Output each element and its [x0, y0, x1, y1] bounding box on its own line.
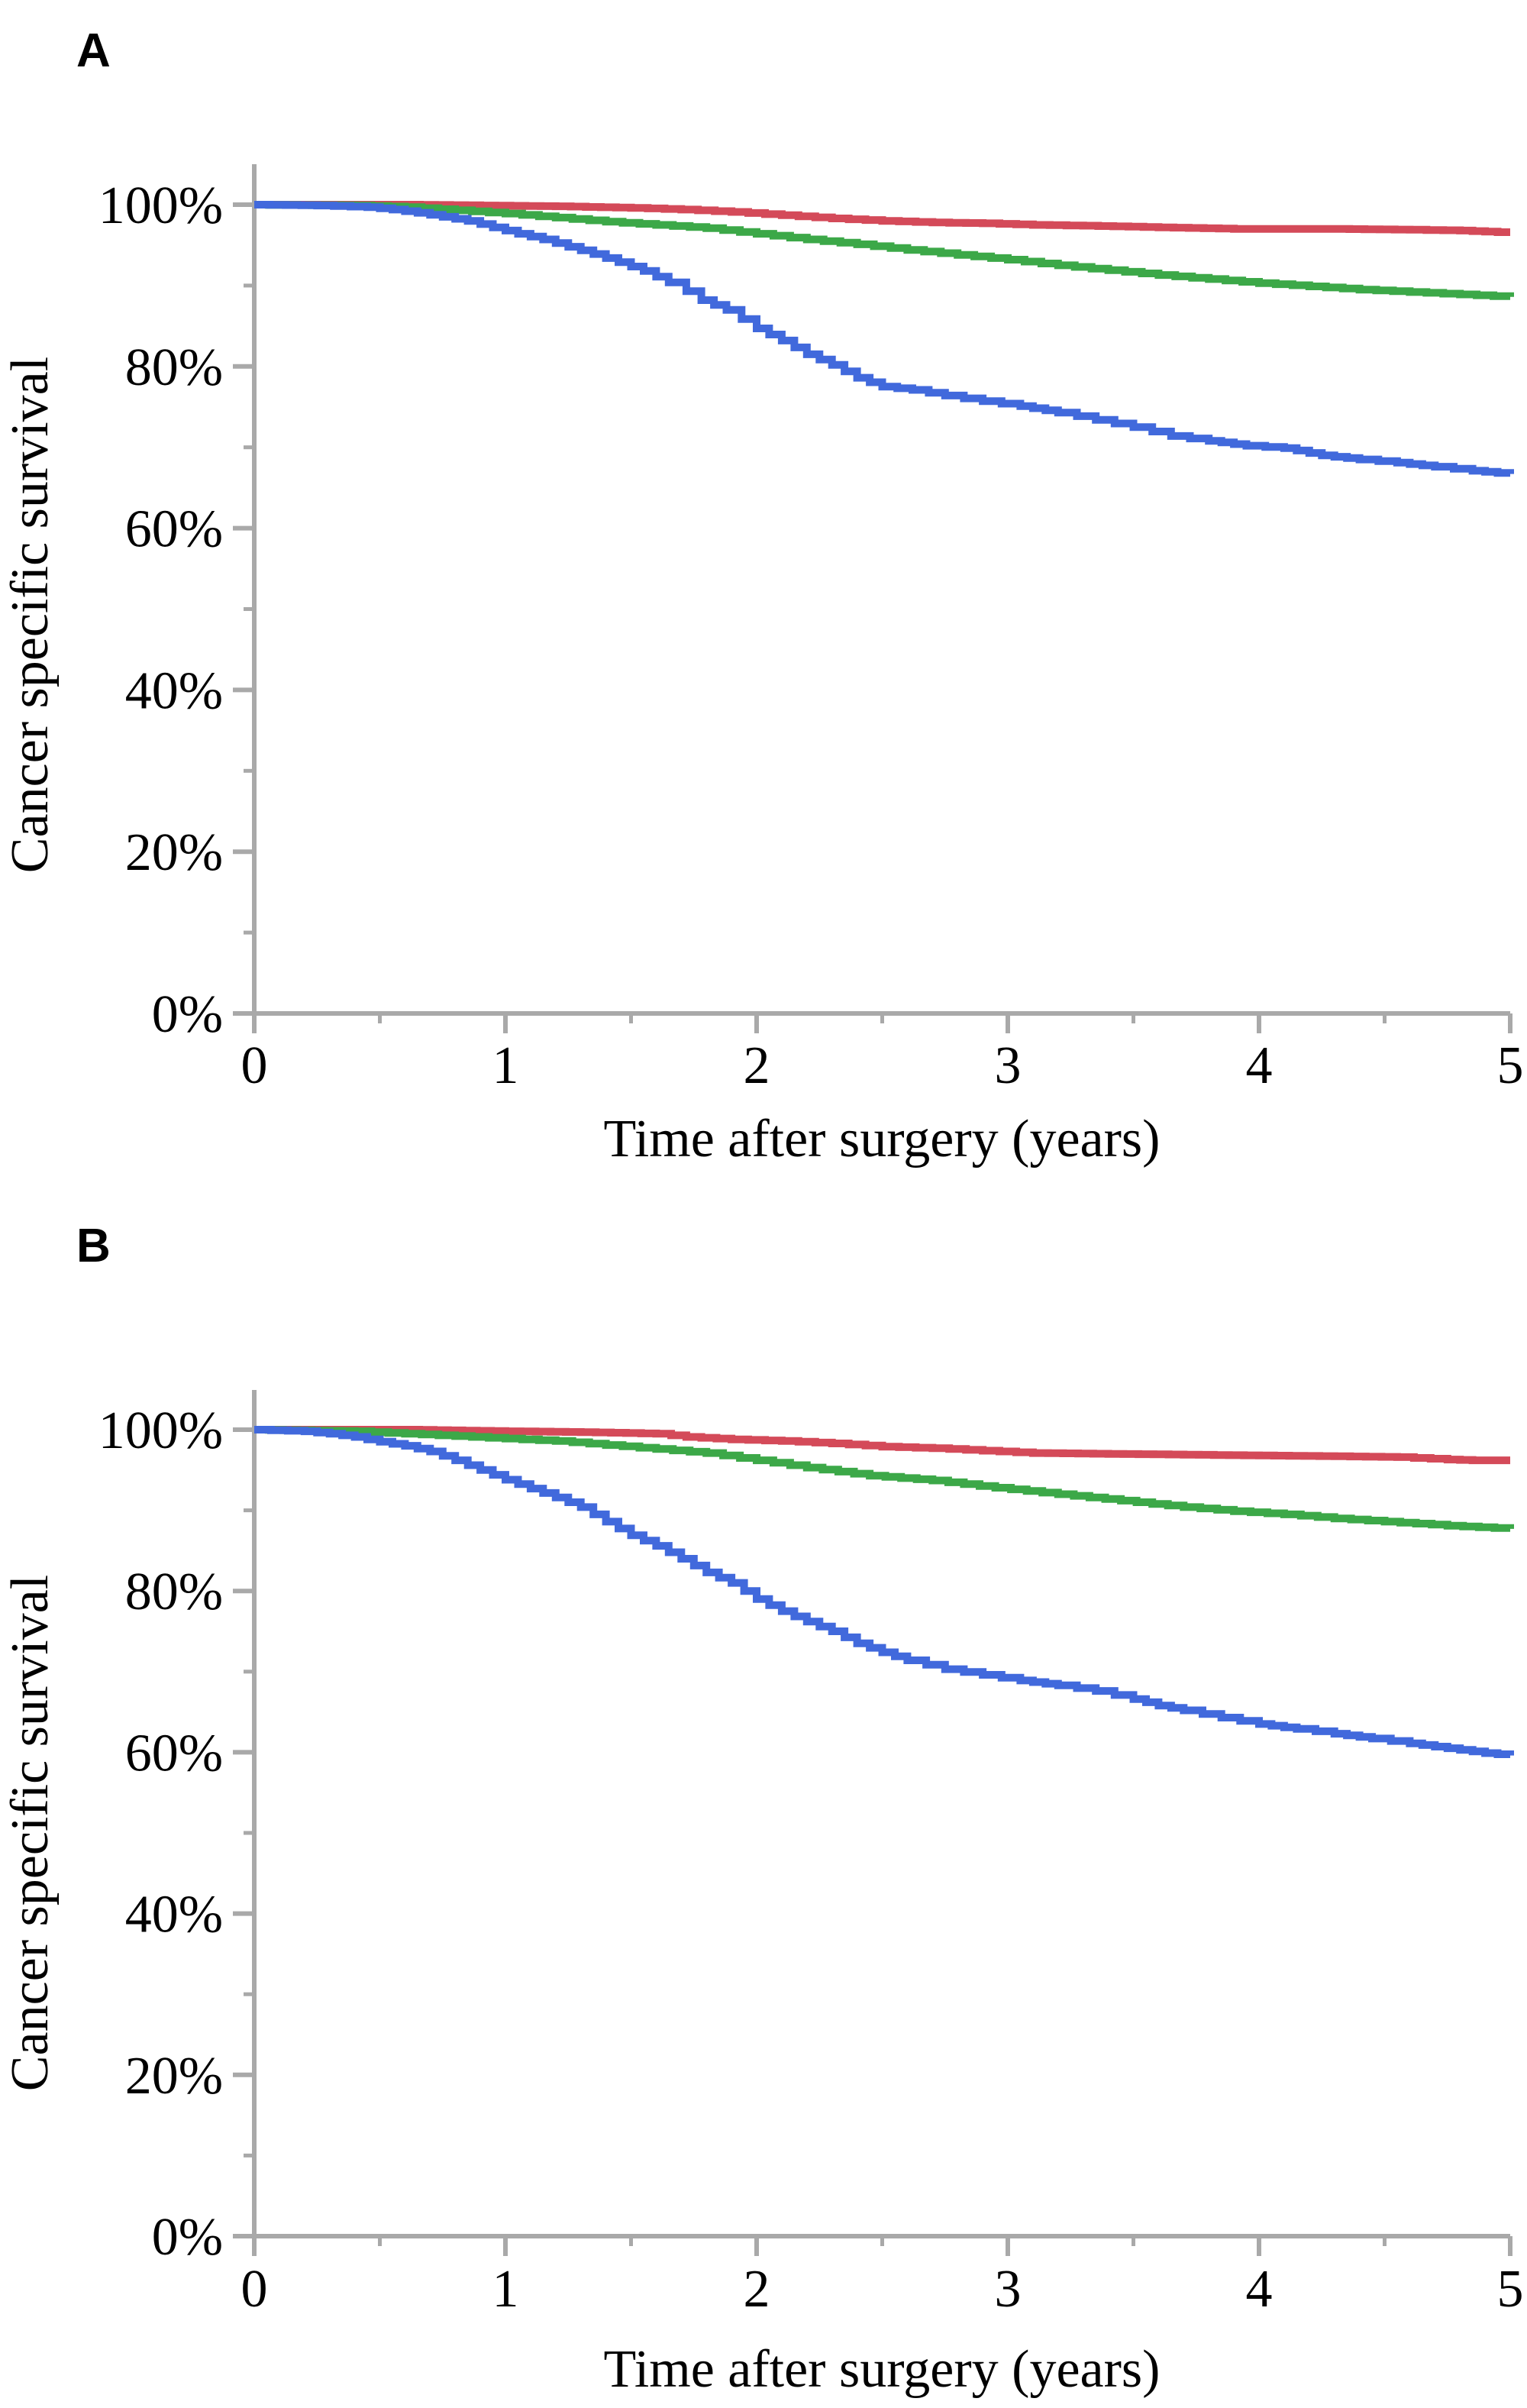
x-tick-label: 0 [241, 1036, 268, 1095]
x-tick-label: 5 [1497, 1036, 1524, 1095]
panel-a-x-axis-title: Time after surgery (years) [603, 1110, 1161, 1168]
survival-curve-blue-line [254, 201, 1514, 477]
y-tick-label: 80% [125, 338, 223, 397]
panel-b-plot: 100% 80% 60% 40% 20% 0% 0 1 2 3 4 5 [98, 1390, 1524, 2319]
panel-b-y-axis-title: Cancer specific survival [1, 1574, 60, 2092]
y-tick-label: 20% [125, 2047, 223, 2106]
panel-a-y-axis-title: Cancer specific survival [1, 356, 60, 874]
panel-b-x-axis-title: Time after surgery (years) [603, 2340, 1161, 2399]
y-tick-label: 80% [125, 1563, 223, 1621]
survival-curve-green-line [254, 201, 1514, 300]
y-tick-label: 60% [125, 1724, 223, 1783]
y-tick-label: 60% [125, 500, 223, 559]
y-tick-label: 100% [98, 176, 223, 235]
panel-a-plot: 100% 80% 60% 40% 20% 0% 0 1 2 3 4 5 [98, 164, 1524, 1095]
x-tick-label: 4 [1246, 2260, 1273, 2319]
survival-curve-red-line [254, 1426, 1510, 1465]
survival-curve-red-line [254, 201, 1510, 236]
y-tick-label: 100% [98, 1401, 223, 1460]
y-tick-label: 0% [152, 985, 223, 1044]
x-tick-label: 2 [744, 1036, 770, 1095]
survival-curve-green-line [254, 1426, 1514, 1532]
x-tick-label: 1 [492, 1036, 519, 1095]
panel-a-label: A [76, 24, 111, 77]
y-tick-label: 40% [125, 1886, 223, 1944]
x-tick-label: 5 [1497, 2260, 1524, 2319]
panel-b-label: B [76, 1220, 111, 1272]
x-tick-label: 1 [492, 2260, 519, 2319]
x-tick-label: 0 [241, 2260, 268, 2319]
x-tick-label: 4 [1246, 1036, 1273, 1095]
y-tick-label: 0% [152, 2208, 223, 2267]
survival-curve-blue-line [254, 1426, 1514, 1758]
x-tick-label: 2 [744, 2260, 770, 2319]
x-tick-label: 3 [995, 1036, 1022, 1095]
y-tick-label: 40% [125, 661, 223, 720]
x-tick-label: 3 [995, 2260, 1022, 2319]
y-tick-label: 20% [125, 823, 223, 882]
